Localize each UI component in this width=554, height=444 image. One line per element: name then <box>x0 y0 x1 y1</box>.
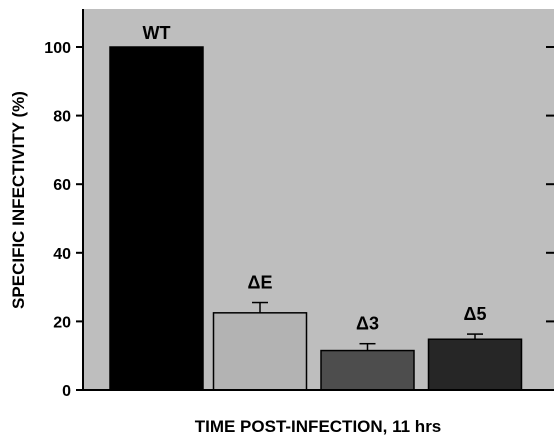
bar <box>427 338 523 391</box>
bar <box>212 312 308 391</box>
bar <box>320 349 415 391</box>
bar-label: Δ5 <box>464 304 487 324</box>
bar-label: ΔE <box>248 273 273 293</box>
y-axis-title: SPECIFIC INFECTIVITY (%) <box>9 91 28 309</box>
y-tick-label: 20 <box>53 314 71 331</box>
y-tick-label: 80 <box>53 109 71 126</box>
bar-group: WT <box>109 23 204 391</box>
bar-label: Δ3 <box>356 314 379 334</box>
bar-group: Δ3 <box>320 314 415 391</box>
y-tick-label: 100 <box>44 40 71 57</box>
y-tick-label: 60 <box>53 177 71 194</box>
bar-label: WT <box>143 23 171 43</box>
x-axis-title: TIME POST-INFECTION, 11 hrs <box>195 417 442 436</box>
bar-group: Δ5 <box>427 304 523 391</box>
y-tick-label: 40 <box>53 246 71 263</box>
bar-group: ΔE <box>212 273 308 391</box>
y-tick-label: 0 <box>62 383 71 400</box>
bar <box>109 46 204 391</box>
